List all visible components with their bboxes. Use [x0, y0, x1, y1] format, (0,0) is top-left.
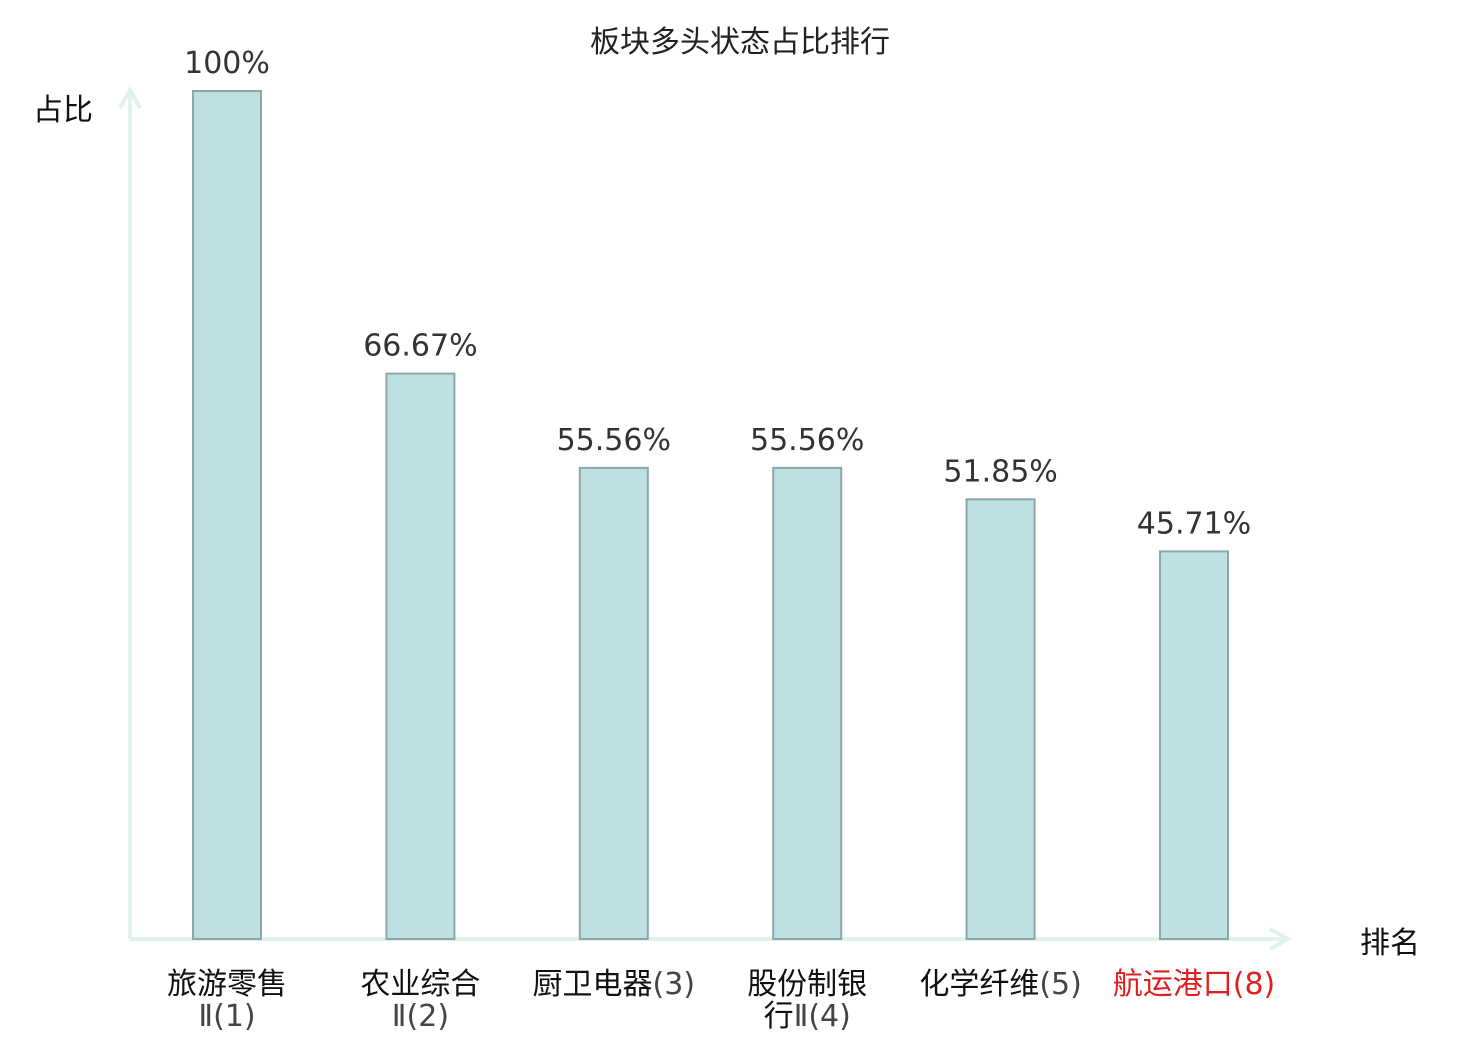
- value-label: 45.71%: [1137, 506, 1251, 541]
- category-label: 航运港口(8): [1113, 967, 1276, 1002]
- value-label: 66.67%: [363, 329, 477, 364]
- category-labels-group: 旅游零售 Ⅱ(1) 农业综合 Ⅱ(2) 厨卫电器(3) 股份制银行Ⅱ(4) 化学纤维(5) 航…: [167, 967, 1275, 1034]
- value-label: 51.85%: [943, 454, 1057, 489]
- value-label: 55.56%: [750, 423, 864, 458]
- chart-title: 板块多头状态占比排行: [590, 25, 890, 60]
- value-label: 100%: [184, 46, 270, 81]
- bar: [1159, 550, 1229, 941]
- value-label: 55.56%: [557, 423, 671, 458]
- bar: [192, 90, 262, 940]
- bar: [385, 372, 456, 941]
- bar: [965, 498, 1036, 940]
- y-axis-arrow-icon: [118, 85, 142, 109]
- category-label: 厨卫电器(3): [533, 967, 696, 1002]
- value-labels-group: 100% 66.67% 55.56% 55.56% 51.85% 45.71%: [184, 46, 1251, 541]
- x-axis-arrow-icon: [1269, 927, 1293, 951]
- bar: [772, 466, 843, 940]
- category-label: 农业综合 Ⅱ(2): [360, 967, 480, 1034]
- y-axis-label: 占比: [33, 93, 93, 128]
- category-label: 股份制银行Ⅱ(4): [747, 967, 867, 1034]
- axes: [118, 85, 1293, 951]
- bar: [578, 466, 649, 940]
- x-axis-label: 排名: [1360, 926, 1420, 961]
- bars-group: [192, 90, 1229, 941]
- category-label: 化学纤维(5): [919, 967, 1082, 1002]
- category-label: 旅游零售 Ⅱ(1): [167, 967, 287, 1034]
